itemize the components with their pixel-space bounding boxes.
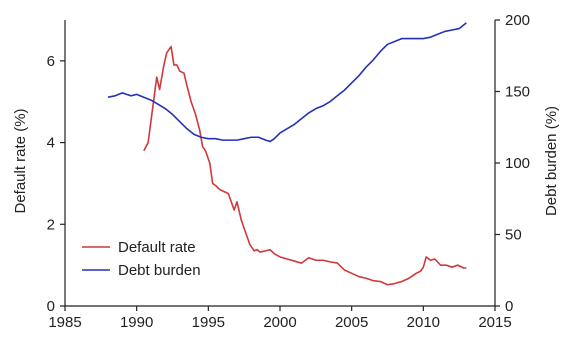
x-tick-label: 1985	[48, 314, 81, 331]
legend-label-default-rate: Default rate	[118, 239, 196, 256]
x-tick-label: 1995	[192, 314, 225, 331]
y-tick-label: 0	[47, 298, 55, 315]
y2-tick-label: 100	[505, 155, 530, 172]
x-tick-label: 1990	[120, 314, 153, 331]
x-axis-ticks: 1985 1990 1995 2000 2005 2010 2015	[48, 306, 512, 331]
x-tick-label: 2005	[335, 314, 368, 331]
y2-tick-label: 150	[505, 84, 530, 101]
y2-tick-label: 200	[505, 12, 530, 29]
series-line-debt-burden	[107, 22, 467, 143]
y-tick-label: 6	[47, 53, 55, 70]
series-line-default-rate	[143, 45, 467, 286]
y2-axis-title: Debt burden (%)	[543, 106, 560, 216]
x-tick-label: 2010	[407, 314, 440, 331]
legend-label-debt-burden: Debt burden	[118, 262, 201, 279]
y-tick-label: 2	[47, 216, 55, 233]
x-tick-label: 2015	[478, 314, 511, 331]
right-y-axis-ticks: 0 50 100 150 200	[495, 12, 530, 315]
y2-tick-label: 0	[505, 298, 513, 315]
legend: Default rate Debt burden	[82, 239, 201, 279]
y-axis-title: Default rate (%)	[12, 108, 29, 213]
series-lines	[107, 22, 467, 286]
y2-tick-label: 50	[505, 227, 522, 244]
left-y-axis-ticks: 0 2 4 6	[47, 53, 65, 315]
y-tick-label: 4	[47, 135, 55, 152]
x-tick-label: 2000	[263, 314, 296, 331]
